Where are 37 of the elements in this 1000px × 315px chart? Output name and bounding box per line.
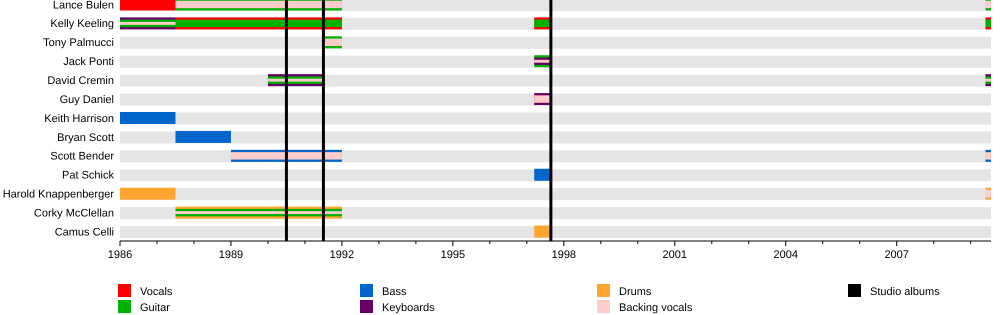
bar: [534, 226, 551, 238]
x-tick-label: 1992: [330, 249, 354, 261]
bar: [175, 130, 231, 143]
bar: [120, 188, 176, 200]
x-tick-label: 1986: [108, 249, 132, 261]
y-tick-label: Camus Celli: [54, 226, 114, 238]
x-tick-label: 2007: [884, 249, 909, 261]
bar: [985, 20, 991, 28]
legend-label: Keyboards: [382, 302, 436, 314]
legend-label: Backing vocals: [619, 302, 693, 314]
legend-label: Studio albums: [870, 286, 940, 298]
y-tick-label: Scott Bender: [50, 150, 114, 163]
y-tick-label: Jack Ponti: [63, 56, 114, 68]
legend-label: Guitar: [140, 302, 170, 314]
x-tick-label: 1998: [552, 249, 576, 261]
bar: [120, 112, 176, 124]
y-tick-label: Harold Knappenberger: [2, 188, 114, 201]
bar: [985, 152, 991, 160]
y-tick-label: Lance Bulen: [52, 0, 114, 12]
legend-label: Drums: [619, 286, 652, 298]
bar: [120, 0, 176, 10]
bar: [534, 168, 551, 181]
y-tick-label: Pat Schick: [62, 170, 114, 182]
y-tick-label: Corky McClellan: [34, 207, 114, 220]
legend-label: Bass: [382, 286, 407, 298]
y-tick-label: Keith Harrison: [44, 112, 114, 125]
legend-label: Vocals: [140, 286, 173, 298]
y-tick-label: Tony Palmucci: [43, 37, 114, 50]
x-tick-label: 2004: [773, 249, 798, 261]
y-tick-label: Kelly Keeling: [50, 18, 114, 30]
x-tick-label: 1989: [218, 249, 244, 261]
y-tick-label: Bryan Scott: [57, 132, 114, 144]
y-tick-label: Guy Daniel: [60, 94, 114, 106]
bar: [985, 190, 991, 198]
x-tick-label: 1995: [440, 249, 466, 261]
x-tick-label: 2001: [662, 249, 688, 261]
y-tick-label: David Cremin: [47, 75, 114, 88]
